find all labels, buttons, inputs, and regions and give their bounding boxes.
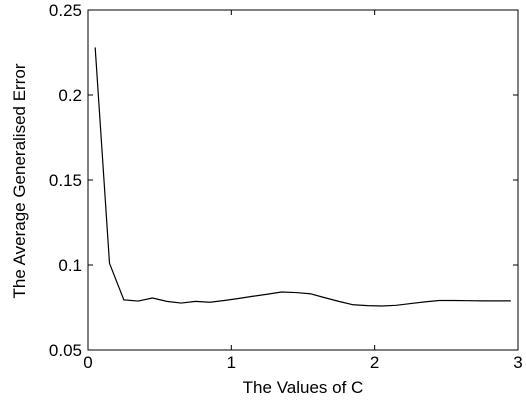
x-axis-tick-labels: 0 1 2 3 [83, 353, 522, 372]
plot-area-frame [87, 9, 519, 351]
y-tick-label: 0.2 [58, 86, 82, 105]
x-tick-label: 3 [513, 353, 522, 372]
series-line [94, 47, 511, 307]
x-tick-label: 0 [83, 353, 92, 372]
y-axis-tick-labels: 0.05 0.1 0.15 0.2 0.25 [49, 1, 82, 360]
x-axis-label: The Values of C [243, 378, 364, 397]
y-axis-ticks [88, 9, 518, 351]
y-axis-label: The Average Generalised Error [10, 63, 29, 298]
y-tick-label: 0.25 [49, 1, 82, 20]
x-tick-label: 1 [227, 353, 236, 372]
y-tick-label: 0.05 [49, 341, 82, 360]
series-layer [94, 47, 511, 307]
y-tick-label: 0.1 [58, 256, 82, 275]
y-tick-label: 0.15 [49, 171, 82, 190]
x-tick-label: 2 [370, 353, 379, 372]
x-axis-ticks [87, 10, 519, 350]
